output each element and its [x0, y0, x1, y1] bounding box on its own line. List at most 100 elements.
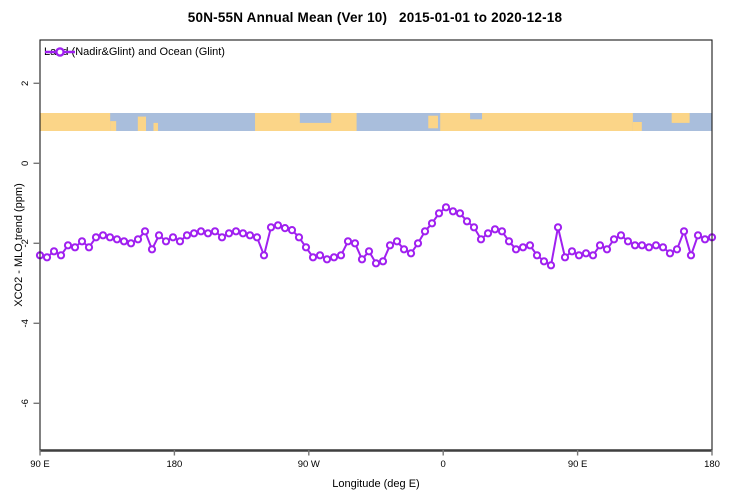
- map-ocean-patch: [299, 113, 332, 123]
- map-band-land-group: [40, 113, 690, 131]
- x-axis-title: Longitude (deg E): [332, 478, 420, 490]
- data-point: [539, 257, 549, 266]
- data-point: [161, 237, 171, 246]
- data-point: [700, 235, 710, 244]
- data-point: [301, 243, 311, 252]
- data-point: [462, 217, 472, 226]
- data-point: [371, 259, 381, 268]
- data-point: [294, 233, 304, 242]
- data-point: [91, 233, 101, 242]
- data-point: [623, 237, 633, 246]
- data-point: [189, 229, 199, 238]
- data-point: [217, 233, 227, 242]
- map-ocean-patch: [470, 113, 483, 120]
- data-point: [280, 224, 290, 233]
- map-land-patch: [110, 121, 117, 131]
- data-point: [105, 233, 115, 242]
- data-point: [182, 231, 192, 240]
- x-tick-group: 90 E 180 90 W 0 90 E 180: [30, 450, 720, 470]
- map-land-patch: [40, 113, 111, 131]
- x-tick-label: 180: [166, 459, 182, 470]
- map-land-patch: [153, 122, 158, 131]
- data-point: [147, 245, 157, 254]
- data-point: [196, 227, 206, 236]
- y-axis-title: XCO2 - MLO trend (ppm): [13, 183, 25, 307]
- data-point: [364, 247, 374, 256]
- y-tick-label: 2: [20, 81, 31, 86]
- y-tick-group: 2 0 -2 -4 -6: [20, 81, 40, 408]
- data-point: [42, 253, 52, 262]
- data-point: [259, 251, 269, 260]
- data-point: [504, 237, 514, 246]
- data-point: [126, 239, 136, 248]
- data-point: [322, 255, 332, 264]
- y-tick-label: 0: [20, 161, 31, 166]
- data-point: [630, 241, 640, 250]
- data-point: [140, 227, 150, 236]
- data-point: [672, 245, 682, 254]
- data-point: [77, 237, 87, 246]
- data-point: [420, 227, 430, 236]
- legend-line-icon: [45, 47, 75, 57]
- data-point: [483, 229, 493, 238]
- data-point: [637, 241, 647, 250]
- data-point: [434, 209, 444, 218]
- data-point: [574, 251, 584, 260]
- data-point: [329, 253, 339, 262]
- data-point: [84, 243, 94, 252]
- data-point: [686, 251, 696, 260]
- data-point: [245, 231, 255, 240]
- data-point: [385, 241, 395, 250]
- data-point: [476, 235, 486, 244]
- data-point: [168, 233, 178, 242]
- data-point: [658, 243, 668, 252]
- data-point: [413, 239, 423, 248]
- data-point: [469, 223, 479, 232]
- data-point: [224, 229, 234, 238]
- page-title: 50N-55N Annual Mean (Ver 10) 2015-01-01 …: [187, 10, 563, 25]
- data-point: [609, 235, 619, 244]
- data-point: [532, 251, 542, 260]
- data-point: [357, 255, 367, 264]
- data-point: [350, 239, 360, 248]
- data-point: [210, 227, 220, 236]
- data-point: [553, 223, 563, 232]
- series-line: [39, 206, 713, 267]
- data-point: [399, 245, 409, 254]
- data-point: [497, 227, 507, 236]
- data-point: [112, 235, 122, 244]
- data-point: [154, 231, 164, 240]
- map-land-patch: [428, 115, 438, 129]
- data-point: [588, 251, 598, 260]
- data-point: [511, 245, 521, 254]
- data-point: [518, 243, 528, 252]
- map-land-patch: [440, 113, 633, 131]
- data-point: [644, 243, 654, 252]
- y-tick-label: -2: [20, 239, 31, 247]
- legend: Land (Nadir&Glint) and Ocean (Glint): [44, 46, 225, 58]
- x-tick-label: 180: [704, 459, 720, 470]
- data-point: [581, 249, 591, 258]
- data-point: [315, 251, 325, 260]
- data-point: [238, 229, 248, 238]
- x-tick-label: 90 E: [568, 459, 588, 470]
- data-point: [231, 227, 241, 236]
- data-point: [308, 253, 318, 262]
- data-point: [490, 225, 500, 234]
- data-point: [49, 247, 59, 256]
- data-point: [56, 251, 66, 260]
- data-point: [546, 261, 556, 270]
- data-point: [175, 237, 185, 246]
- legend-label: Land (Nadir&Glint) and Ocean (Glint): [44, 46, 225, 58]
- data-point: [455, 209, 465, 218]
- data-point: [343, 237, 353, 246]
- data-point: [448, 207, 458, 216]
- data-point: [98, 231, 108, 240]
- data-point: [406, 249, 416, 258]
- x-tick-label: 0: [441, 459, 446, 470]
- data-point: [70, 243, 80, 252]
- data-point: [252, 233, 262, 242]
- data-point: [595, 241, 605, 250]
- data-point: [665, 249, 675, 258]
